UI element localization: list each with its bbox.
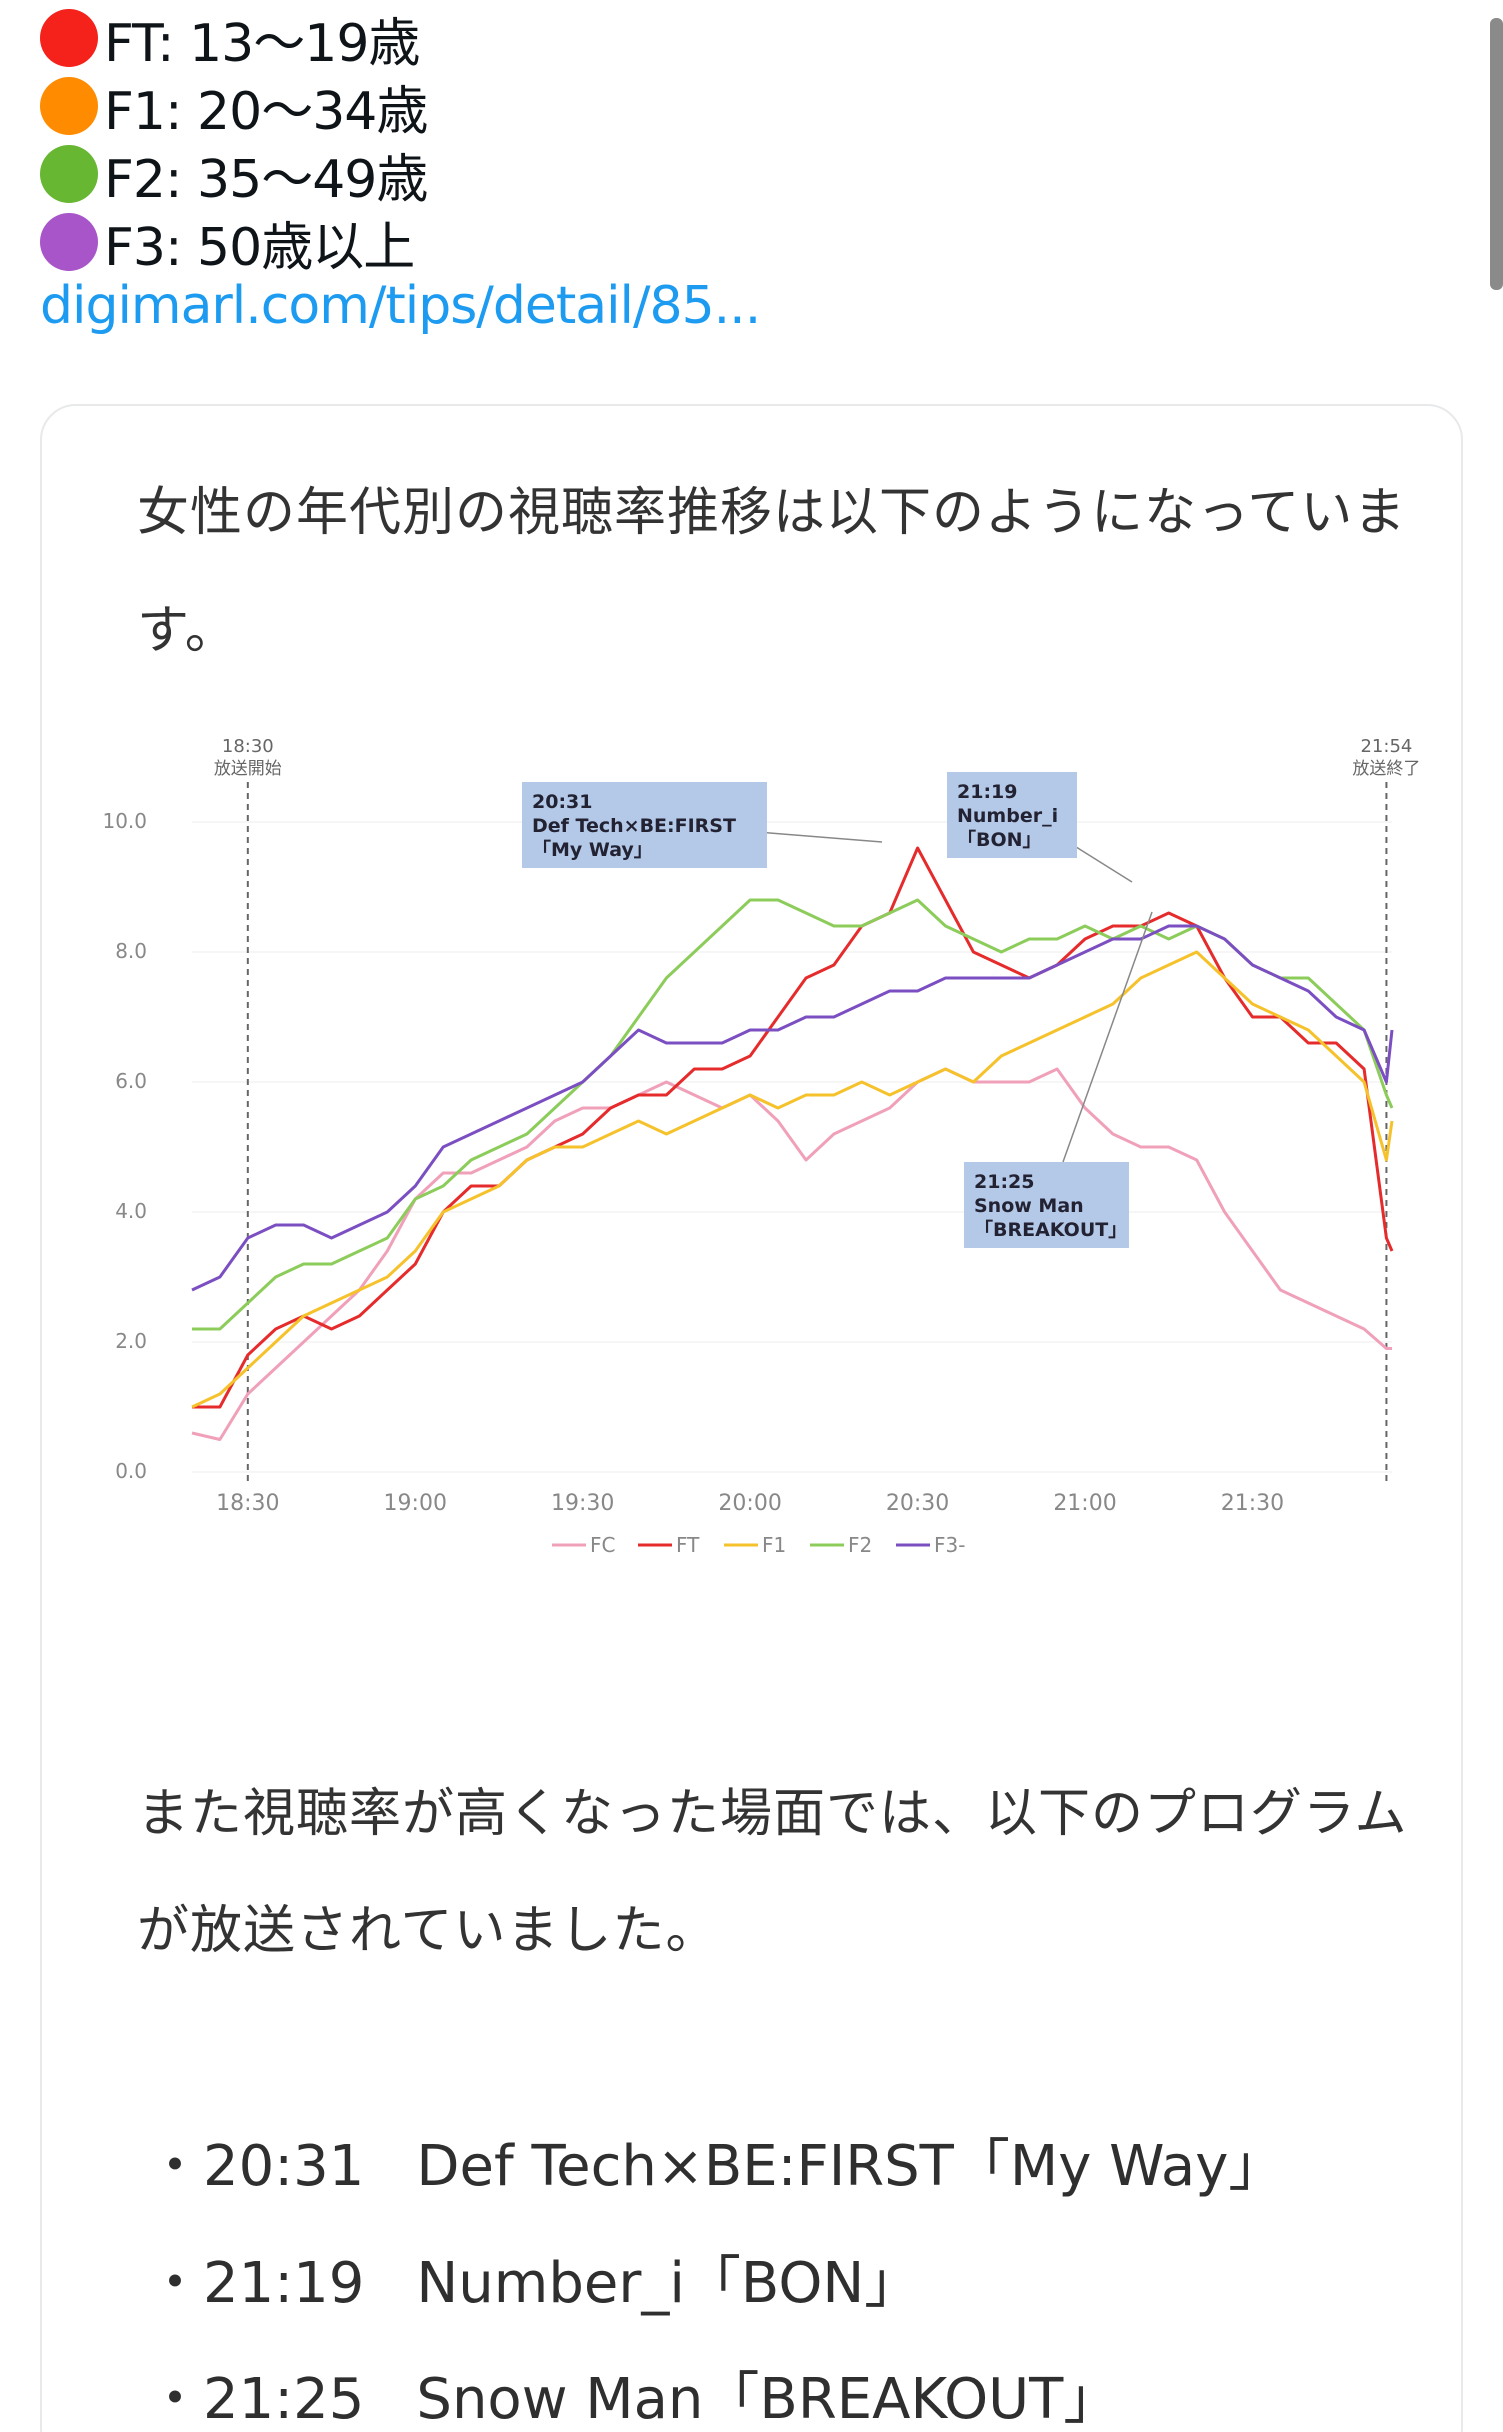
y-tick-label: 10.0 (102, 809, 147, 833)
x-tick-label: 19:00 (384, 1491, 447, 1516)
annotation-text: Number_i (957, 805, 1058, 827)
legend-line-f1: F1: 20〜34歳 (40, 72, 428, 142)
x-tick-label: 21:00 (1053, 1491, 1116, 1516)
y-tick-label: 0.0 (115, 1459, 147, 1483)
annotation-text: Snow Man (974, 1195, 1084, 1217)
scrollbar[interactable] (1490, 18, 1503, 290)
x-tick-label: 20:00 (718, 1491, 781, 1516)
legend-line-ft: FT: 13〜19歳 (40, 4, 427, 74)
y-tick-label: 4.0 (115, 1199, 147, 1223)
legend-list: FT: 13〜19歳 F1: 20〜34歳 F2: 35〜49歳 F3: 50歳… (40, 4, 428, 278)
annotation-box (964, 1162, 1129, 1248)
y-tick-label: 6.0 (115, 1069, 147, 1093)
y-tick-label: 2.0 (115, 1329, 147, 1353)
program-title: Def Tech×BE:FIRST「My Way」 (416, 2134, 1285, 2199)
program-time: ・21:25 (147, 2367, 365, 2432)
program-title: Snow Man「BREAKOUT」 (416, 2367, 1120, 2432)
legend-entry: FT (676, 1533, 700, 1557)
legend-text-f2: F2: 35〜49歳 (104, 149, 428, 210)
marker-sublabel: 放送開始 (214, 759, 282, 779)
orange-circle-icon (40, 77, 98, 135)
red-circle-icon (40, 9, 98, 67)
series-line-fc (191, 1067, 1392, 1441)
marker-sublabel: 放送終了 (1352, 759, 1420, 779)
paragraph-2-line-1: また視聴率が高くなった場面では、以下のプログラム (137, 1784, 1408, 1844)
purple-circle-icon (40, 213, 98, 271)
x-tick-label: 19:30 (551, 1491, 614, 1516)
annotation-text: 21:25 (974, 1171, 1034, 1193)
program-item: ・21:19 Number_i「BON」 (147, 2238, 920, 2319)
x-tick-label: 20:30 (886, 1491, 949, 1516)
viewership-chart: 0.0 2.0 4.0 6.0 8.0 10.0 18:30 19:00 19:30 20:00 2… (102, 732, 1422, 1592)
x-tick-label: 18:30 (216, 1491, 279, 1516)
legend-line-f2: F2: 35〜49歳 (40, 140, 428, 210)
marker-label: 21:54 (1360, 736, 1412, 757)
y-tick-label: 8.0 (115, 939, 147, 963)
program-item: ・21:25 Snow Man「BREAKOUT」 (147, 2354, 1119, 2432)
legend-line-f3: F3: 50歳以上 (40, 208, 427, 278)
annotation-text: 「My Way」 (532, 838, 653, 861)
annotation-pointer (1062, 911, 1153, 1163)
legend-entry: F2 (848, 1533, 872, 1557)
legend-entry: F3- (934, 1533, 965, 1557)
annotation-text: Def Tech×BE:FIRST (532, 815, 736, 837)
legend-text-ft: FT: 13〜19歳 (104, 13, 420, 74)
annotation-text: 「BREAKOUT」 (974, 1218, 1127, 1241)
legend-text-f1: F1: 20〜34歳 (104, 81, 428, 142)
series-line-f3 (191, 924, 1394, 1292)
series-line-ft (192, 846, 1394, 1409)
x-tick-label: 21:30 (1221, 1491, 1284, 1516)
paragraph-2-line-2: が放送されていました。 (137, 1901, 719, 1961)
paragraph-1-line-2: す。 (137, 601, 238, 661)
source-link[interactable]: digimarl.com/tips/detail/85... (40, 276, 761, 336)
annotation-box (522, 782, 767, 868)
series-line-f1 (191, 950, 1394, 1409)
chart-svg: 0.0 2.0 4.0 6.0 8.0 10.0 18:30 19:00 19:30 20:00 2… (102, 736, 1420, 1557)
annotation-box (947, 772, 1077, 858)
annotation-text: 「BON」 (957, 828, 1042, 851)
paragraph-1-line-1: 女性の年代別の視聴率推移は以下のようになっていま (137, 483, 1407, 543)
legend-entry: F1 (762, 1533, 786, 1557)
link-preview-card[interactable]: 女性の年代別の視聴率推移は以下のようになっていま す。 0.0 2.0 4.0 6.0… (40, 404, 1463, 2432)
program-time: ・20:31 (147, 2134, 365, 2199)
green-circle-icon (40, 145, 98, 203)
program-title: Number_i「BON」 (416, 2251, 921, 2316)
program-time: ・21:19 (147, 2251, 365, 2316)
annotation-text: 20:31 (532, 791, 592, 813)
marker-label: 18:30 (222, 736, 274, 757)
program-item: ・20:31 Def Tech×BE:FIRST「My Way」 (147, 2121, 1284, 2202)
legend-entry: FC (590, 1533, 615, 1557)
legend-text-f3: F3: 50歳以上 (104, 217, 415, 278)
annotation-text: 21:19 (957, 781, 1017, 803)
